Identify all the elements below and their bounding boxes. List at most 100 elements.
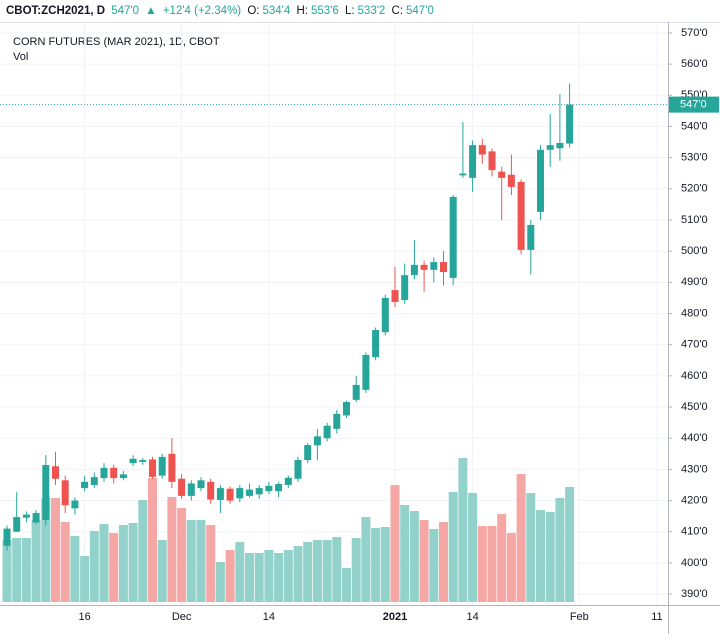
volume-bar [167, 497, 177, 602]
candle-body [110, 467, 118, 479]
candle-body [42, 465, 50, 520]
y-tick-label: 510'0 [681, 214, 708, 226]
candle-body [517, 181, 525, 250]
candle-body [284, 477, 292, 485]
candle-body [158, 456, 166, 476]
candle-body [440, 262, 447, 273]
volume-bar [60, 522, 70, 602]
candle-body [255, 488, 263, 495]
x-tick-label: 16 [78, 611, 90, 623]
volume-bar [555, 498, 565, 602]
y-tick-label: 450'0 [681, 401, 708, 413]
x-tick-label: 14 [466, 611, 478, 623]
volume-bar [361, 517, 371, 602]
candle-body [32, 513, 40, 523]
candle-body [410, 264, 418, 276]
volume-bar [312, 540, 322, 602]
volume-bar [545, 512, 555, 602]
candle-body [226, 488, 234, 501]
candle-body [3, 528, 11, 546]
volume-bar [371, 528, 381, 602]
volume-bar [2, 540, 12, 602]
volume-bar [206, 525, 216, 602]
volume-bar [487, 526, 497, 602]
candle-body [129, 458, 137, 464]
volume-bar [322, 540, 332, 602]
field-value: 547'0 [406, 5, 434, 17]
y-tick-label: 560'0 [681, 58, 708, 70]
y-tick-label: 470'0 [681, 339, 708, 351]
candle-body [566, 104, 574, 144]
volume-bar [186, 520, 196, 602]
candle-body [246, 489, 253, 496]
header: CBOT:ZCH2021, D 547'0 ▲ +12'4 (+2.34%) O… [6, 0, 437, 22]
candle-body [71, 500, 79, 509]
field-label: H: [296, 5, 308, 17]
volume-bar [196, 520, 206, 602]
candle-body [61, 480, 69, 506]
chart-title: CORN FUTURES (MAR 2021), 1D, CBOT [13, 36, 220, 48]
symbol: CBOT:ZCH2021, D [6, 5, 106, 17]
volume-bar [516, 474, 526, 602]
volume-bar [99, 524, 109, 602]
volume-bar [245, 553, 254, 602]
y-tick-label: 430'0 [681, 463, 708, 475]
candle-body [459, 173, 467, 176]
volume-bar [380, 527, 390, 602]
candle-body [168, 453, 176, 482]
candle-body [391, 290, 399, 302]
y-tick-label: 520'0 [681, 183, 708, 195]
candle-body [149, 459, 156, 477]
volume-bar [458, 458, 468, 602]
candle-body [488, 151, 496, 171]
candle-body [304, 445, 312, 461]
candle-body [52, 466, 59, 479]
candle-body [275, 484, 283, 492]
y-tick-label: 500'0 [681, 245, 708, 257]
candle-body [178, 478, 186, 496]
x-tick-label: Dec [172, 611, 192, 623]
volume-bar [477, 526, 487, 602]
candle-body [323, 425, 331, 439]
x-tick-label: Feb [570, 611, 589, 623]
volume-bar [283, 550, 293, 602]
candle-body [197, 480, 205, 489]
volume-bar [12, 538, 22, 602]
volume-bar [565, 487, 575, 602]
candle-body [90, 477, 98, 485]
candle-body [313, 436, 321, 446]
candle-body [187, 483, 195, 496]
volume-bar [177, 508, 187, 602]
candle-body [81, 481, 89, 489]
candles [3, 83, 574, 551]
field-label: O: [247, 5, 260, 17]
y-tick-label: 400'0 [681, 557, 708, 569]
volume-bar [526, 493, 536, 602]
candle-body [139, 460, 147, 462]
y-tick-label: 570'0 [681, 27, 708, 39]
volume-bar [157, 540, 167, 602]
volume-bar [41, 498, 51, 602]
field-value: 534'4 [262, 5, 291, 17]
volume-bar [109, 533, 119, 602]
y-tick-label: 390'0 [681, 588, 708, 600]
candle-body [207, 481, 215, 500]
candle-body [13, 517, 21, 532]
volume-bar [303, 542, 313, 602]
candle-body [381, 297, 389, 333]
volume-bar [390, 485, 400, 602]
candle-body [430, 262, 438, 270]
candle-body [449, 196, 457, 278]
candle-body [216, 488, 224, 500]
y-tick-label: 530'0 [681, 152, 708, 164]
volume-bar [128, 523, 138, 602]
volume-bar [148, 478, 157, 602]
volume-bar [264, 550, 274, 602]
candle-body [119, 474, 127, 479]
volume-bar [274, 553, 284, 602]
volume-bar [448, 492, 458, 602]
volume-bar [439, 522, 448, 602]
volume-bar [21, 538, 31, 602]
candle-body [537, 149, 544, 212]
last-price: 547'0 [111, 5, 140, 17]
